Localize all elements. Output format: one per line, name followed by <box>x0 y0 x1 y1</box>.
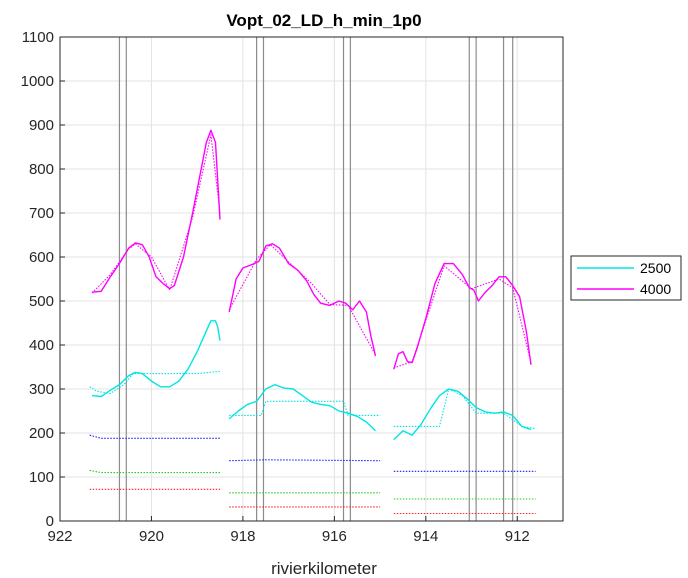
legend: 2500 4000 <box>570 255 682 301</box>
series-line <box>89 370 221 394</box>
y-tick-label: 800 <box>29 161 54 178</box>
series-line <box>393 388 536 430</box>
series-line <box>228 243 377 357</box>
x-tick-label: 912 <box>505 528 530 545</box>
plot-area-frame <box>59 36 564 522</box>
y-tick-label: 300 <box>29 381 54 398</box>
y-tick-label: 1100 <box>22 29 54 46</box>
y-tick-label: 100 <box>29 469 54 486</box>
grid <box>59 36 563 522</box>
series-line <box>91 320 221 398</box>
series-line <box>91 134 221 294</box>
y-tick-label: 0 <box>46 513 54 530</box>
series-line <box>393 388 532 441</box>
series-line <box>229 459 381 462</box>
y-tick-label: 600 <box>29 249 54 266</box>
y-tick-label: 1000 <box>21 73 54 90</box>
legend-box <box>570 255 682 301</box>
series-line <box>228 244 376 355</box>
legend-label-2500: 2500 <box>640 260 671 276</box>
series-line <box>91 129 221 293</box>
series-line <box>89 434 220 439</box>
y-tick-label: 500 <box>29 293 54 310</box>
x-tick-label: 918 <box>230 528 255 545</box>
axis-ticks: 0 100 200 300 400 500 600 700 800 900 1000 1100 922 9… <box>21 29 530 545</box>
series-line <box>393 265 532 369</box>
series-line <box>229 400 381 416</box>
y-tick-label: 200 <box>29 425 54 442</box>
vertical-markers <box>118 37 514 521</box>
legend-label-4000: 4000 <box>640 281 671 297</box>
series-line <box>228 383 376 432</box>
x-tick-label: 920 <box>139 528 164 545</box>
x-tick-label: 916 <box>322 528 347 545</box>
y-tick-label: 700 <box>29 205 54 222</box>
x-axis-label: rivierkilometer <box>271 559 377 578</box>
chart-title: Vopt_02_LD_h_min_1p0 <box>226 11 421 30</box>
series-line <box>89 469 220 474</box>
y-tick-label: 900 <box>29 117 54 134</box>
y-tick-label: 400 <box>29 337 54 354</box>
x-tick-label: 914 <box>413 528 438 545</box>
series-group <box>89 129 536 515</box>
series-line <box>393 262 532 370</box>
x-tick-label: 922 <box>47 528 72 545</box>
